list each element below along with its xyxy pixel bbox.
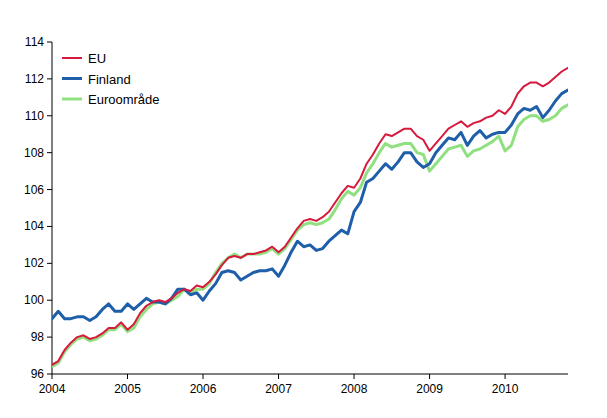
legend-label: Euroområde: [88, 92, 160, 107]
y-tick-label: 112: [25, 72, 44, 86]
y-tick-label: 100: [24, 293, 44, 307]
y-tick: [47, 189, 52, 190]
x-tick: [278, 374, 279, 379]
x-tick-label: 2004: [39, 382, 66, 396]
legend-label: Finland: [88, 72, 131, 87]
x-tick-label: 2010: [492, 382, 519, 396]
x-tick: [127, 374, 128, 379]
y-tick-label: 106: [24, 183, 44, 197]
y-tick-label: 96: [31, 367, 45, 381]
x-axis: [52, 374, 568, 375]
legend-swatch: [62, 57, 82, 59]
x-tick-label: 2008: [341, 382, 368, 396]
y-tick: [47, 374, 52, 375]
legend: EU Finland Euroområde: [62, 51, 160, 107]
y-tick: [47, 42, 52, 43]
y-tick: [47, 263, 52, 264]
y-tick-label: 110: [25, 109, 44, 123]
y-tick-label: 102: [24, 256, 44, 270]
y-axis: [52, 42, 53, 374]
y-tick: [47, 78, 52, 79]
y-tick-label: 104: [24, 219, 44, 233]
x-tick-label: 2005: [114, 382, 141, 396]
series-line: [52, 90, 568, 321]
plot-lines: [52, 68, 568, 367]
y-tick: [47, 337, 52, 338]
x-tick-label: 2009: [416, 382, 443, 396]
y-tick-label: 98: [31, 330, 45, 344]
legend-swatch: [62, 98, 82, 101]
chart: 96 98 100 102 104 106 108 110 112 114 2004 2005 2006…: [0, 0, 607, 418]
legend-swatch: [62, 77, 82, 80]
x-tick: [203, 374, 204, 379]
x-tick: [505, 374, 506, 379]
legend-label: EU: [88, 51, 106, 66]
x-tick: [354, 374, 355, 379]
y-tick-label: 114: [25, 35, 44, 49]
y-tick: [47, 300, 52, 301]
y-tick: [47, 226, 52, 227]
x-tick: [429, 374, 430, 379]
x-tick-label: 2006: [190, 382, 217, 396]
y-tick-label: 108: [24, 146, 44, 160]
x-tick: [52, 374, 53, 379]
series-line: [52, 68, 568, 365]
y-tick: [47, 152, 52, 153]
y-tick: [47, 115, 52, 116]
x-tick-label: 2007: [265, 382, 292, 396]
